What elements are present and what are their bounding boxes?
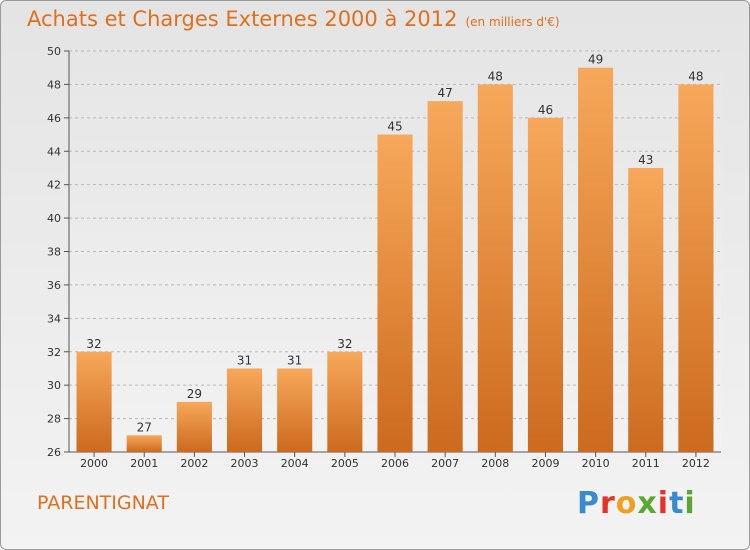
data-label: 27 [137,420,152,434]
bar [678,84,714,453]
proxiti-logo: Proxiti [577,486,696,521]
bar [628,167,664,453]
y-tick-label: 30 [47,379,61,392]
logo-letter: x [637,486,658,521]
y-tick-label: 32 [47,346,61,359]
data-label: 32 [86,337,101,351]
y-tick-label: 44 [47,145,61,158]
bar [427,101,463,452]
logo-letter: i [657,486,670,521]
y-tick-label: 34 [47,312,61,325]
x-tick-label: 2005 [331,457,359,470]
x-tick-label: 2002 [180,457,208,470]
logo-letter: r [600,486,616,521]
bar [377,134,413,452]
bar [277,368,313,452]
bar [527,117,564,452]
y-tick-label: 36 [47,279,61,292]
x-tick-label: 2012 [682,457,710,470]
data-label: 45 [387,120,402,134]
y-tick-label: 42 [47,179,61,192]
x-tick-label: 2008 [481,457,509,470]
bar [578,67,614,452]
y-tick-label: 26 [47,446,61,459]
bar [126,435,162,452]
bar [176,401,212,452]
data-label: 46 [538,103,553,117]
y-tick-label: 28 [47,413,61,426]
data-label: 32 [337,337,352,351]
bar [76,351,112,452]
logo-letter: P [577,486,600,521]
region-name: PARENTIGNAT [37,492,169,514]
y-tick-label: 40 [47,212,61,225]
chart-title: Achats et Charges Externes 2000 à 2012 (e… [27,7,560,31]
data-label: 49 [588,53,603,67]
y-tick-label: 48 [47,78,61,91]
x-tick-label: 2001 [130,457,158,470]
chart-title-unit: (en milliers d'€) [465,15,560,29]
data-label: 31 [287,353,302,367]
x-tick-label: 2010 [582,457,610,470]
data-label: 31 [237,353,252,367]
x-tick-label: 2004 [281,457,309,470]
x-tick-label: 2009 [531,457,559,470]
data-label: 48 [688,69,703,83]
data-label: 48 [488,69,503,83]
logo-letter: o [615,486,638,521]
x-tick-label: 2006 [381,457,409,470]
bar [226,368,263,452]
data-label: 29 [187,387,202,401]
labels: 26 28 30 32 34 36 38 40 42 44 46 48 50 32 2000 27 2001 29… [47,45,710,470]
data-label: 47 [438,86,453,100]
x-tick-label: 2007 [431,457,459,470]
data-label: 43 [638,153,653,167]
bar [477,84,513,453]
y-tick-label: 46 [47,112,61,125]
logo-letter: i [684,486,696,521]
x-tick-label: 2003 [231,457,259,470]
logo-letter: t [669,486,685,521]
bars [76,67,714,453]
bar [327,351,363,452]
y-tick-label: 38 [47,246,61,259]
x-tick-label: 2000 [80,457,108,470]
chart-title-main: Achats et Charges Externes 2000 à 2012 [27,7,458,31]
x-tick-label: 2011 [632,457,660,470]
y-tick-label: 50 [47,45,61,58]
